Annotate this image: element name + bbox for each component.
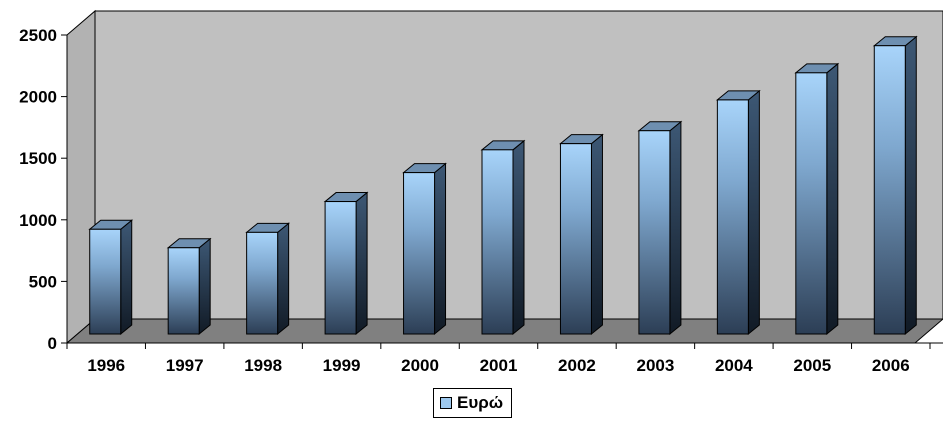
- bar-1999: [323, 191, 369, 336]
- bar-front: [324, 201, 357, 335]
- y-tick-label: 500: [29, 272, 57, 291]
- bar-front: [873, 45, 906, 335]
- bar-front: [559, 143, 592, 335]
- bar-side: [590, 133, 603, 336]
- bar-side: [904, 35, 917, 336]
- x-tick-label: 1998: [244, 356, 282, 375]
- bar-2000: [402, 162, 447, 336]
- y-tick-label: 2500: [19, 26, 57, 45]
- bar-2003: [637, 120, 683, 336]
- bar-side: [512, 139, 525, 336]
- x-tick-label: 2001: [480, 356, 518, 375]
- bar-2001: [480, 139, 526, 336]
- x-tick-label: 1996: [87, 356, 125, 375]
- y-tick-label: 2000: [19, 88, 57, 107]
- bar-side: [434, 162, 447, 336]
- chart-legend: Ευρώ: [433, 388, 513, 418]
- bar-front: [167, 247, 200, 335]
- bar-front: [481, 149, 514, 335]
- bar-front: [246, 231, 279, 335]
- bar-front: [716, 99, 749, 335]
- bar-side: [669, 120, 682, 336]
- bar-side: [355, 191, 368, 336]
- legend-label: Ευρώ: [457, 393, 504, 412]
- bar-1998: [245, 222, 291, 336]
- bar-2005: [794, 62, 840, 336]
- bar-front: [89, 228, 122, 335]
- x-tick-label: 1997: [166, 356, 204, 375]
- bar-1996: [88, 219, 134, 336]
- x-tick-label: 2000: [401, 356, 439, 375]
- bar-side: [277, 222, 290, 336]
- x-tick-label: 2002: [558, 356, 596, 375]
- bar-side: [747, 89, 760, 336]
- bar-2004: [715, 89, 761, 336]
- bar-front: [638, 130, 671, 335]
- bar-1997: [166, 237, 212, 336]
- y-tick-label: 0: [48, 334, 57, 353]
- x-tick-label: 2004: [715, 356, 753, 375]
- bar-side: [198, 237, 211, 336]
- bar-2002: [559, 133, 604, 336]
- legend-swatch: [440, 397, 452, 409]
- x-tick-label: 1999: [323, 356, 361, 375]
- bar-2006: [872, 35, 918, 336]
- bar-front: [403, 172, 436, 335]
- y-tick-label: 1000: [19, 211, 57, 230]
- bar-front: [795, 72, 828, 335]
- x-tick-label: 2003: [636, 356, 674, 375]
- bar-side: [826, 62, 839, 336]
- x-tick-label: 2005: [793, 356, 831, 375]
- x-tick-label: 2006: [872, 356, 910, 375]
- y-tick-label: 1500: [19, 149, 57, 168]
- bar-side: [120, 219, 133, 336]
